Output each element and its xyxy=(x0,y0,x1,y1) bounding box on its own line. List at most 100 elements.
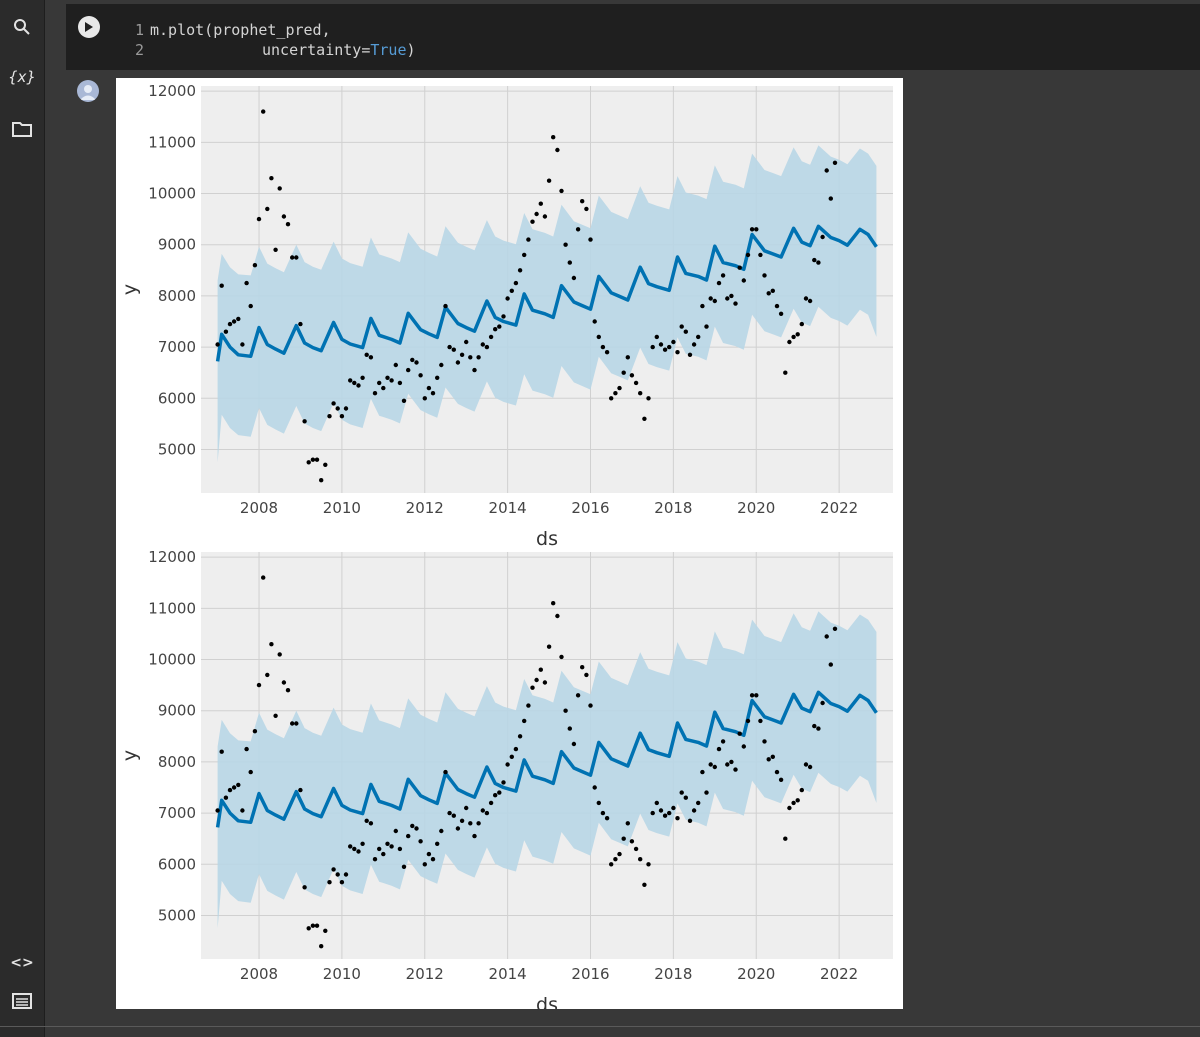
data-point xyxy=(613,391,618,396)
data-point xyxy=(720,739,726,744)
data-point xyxy=(712,298,717,304)
data-point xyxy=(530,685,535,690)
data-point xyxy=(269,176,274,181)
data-point xyxy=(231,319,237,324)
data-point xyxy=(787,339,792,345)
data-point xyxy=(778,777,784,782)
data-point xyxy=(472,833,477,839)
data-point xyxy=(687,352,693,357)
data-point xyxy=(356,383,361,388)
code-cell[interactable]: 1 m.plot(prophet_pred, 2 uncertainty=True) xyxy=(66,4,1200,70)
data-point xyxy=(720,273,726,278)
data-point xyxy=(319,478,324,483)
data-point xyxy=(393,362,398,368)
data-point xyxy=(422,862,427,867)
data-point xyxy=(783,836,788,841)
data-point xyxy=(725,762,730,767)
data-point xyxy=(372,857,378,862)
data-point xyxy=(795,332,800,337)
data-point xyxy=(223,329,229,334)
data-point xyxy=(513,280,519,286)
data-point xyxy=(824,634,829,639)
y-tick-label: 10000 xyxy=(148,651,196,669)
data-point xyxy=(513,746,519,752)
data-point xyxy=(650,344,655,350)
x-tick-label: 2020 xyxy=(737,499,775,517)
chart-1: 2008 2010 2012 2014 2016 2018 2020 2022 5000 6000… xyxy=(119,82,893,550)
x-tick-label: 2008 xyxy=(240,965,278,983)
data-point xyxy=(650,810,655,816)
x-tick-label: 2022 xyxy=(820,499,858,517)
data-point xyxy=(509,288,514,293)
data-point xyxy=(261,575,266,580)
data-point xyxy=(314,457,320,462)
data-point xyxy=(658,342,664,347)
data-point xyxy=(546,178,552,183)
data-point xyxy=(447,344,452,350)
data-point xyxy=(476,821,481,826)
x-tick-label: 2010 xyxy=(323,965,361,983)
data-point xyxy=(584,672,589,678)
run-cell-button[interactable] xyxy=(78,16,100,38)
data-point xyxy=(633,380,639,386)
data-point xyxy=(696,800,701,806)
code-snippets-icon[interactable]: <> xyxy=(10,955,34,971)
data-point xyxy=(778,311,784,316)
data-point xyxy=(538,201,543,206)
data-point xyxy=(741,278,746,283)
data-point xyxy=(244,746,249,752)
data-point xyxy=(812,723,817,729)
data-point xyxy=(517,268,523,273)
data-point xyxy=(426,385,432,391)
data-point xyxy=(559,188,564,194)
data-point xyxy=(294,721,299,726)
data-point xyxy=(426,851,432,857)
data-point xyxy=(323,928,328,933)
search-icon[interactable] xyxy=(0,12,44,42)
y-axis-label: y xyxy=(119,750,141,761)
data-point xyxy=(451,347,456,352)
code-line-2[interactable]: 2 uncertainty=True) xyxy=(128,40,416,60)
data-point xyxy=(273,713,278,718)
data-point xyxy=(302,885,307,890)
output-avatar-icon[interactable] xyxy=(77,80,99,102)
data-point xyxy=(774,303,780,309)
data-point xyxy=(389,844,394,849)
data-point xyxy=(542,214,548,219)
data-point xyxy=(555,613,560,619)
data-point xyxy=(256,682,262,688)
data-point xyxy=(675,350,680,355)
data-point xyxy=(281,214,287,219)
data-point xyxy=(455,360,461,365)
data-point xyxy=(679,324,684,329)
x-tick-label: 2016 xyxy=(571,965,609,983)
code-text: uncertainty= xyxy=(262,41,371,59)
data-point xyxy=(219,749,224,754)
data-point xyxy=(654,334,659,340)
code-line-1[interactable]: 1 m.plot(prophet_pred, xyxy=(128,20,331,40)
variables-icon[interactable]: {x} xyxy=(8,68,36,86)
y-tick-label: 6000 xyxy=(158,389,196,407)
data-point xyxy=(281,680,287,685)
data-point xyxy=(488,800,494,806)
data-point xyxy=(501,780,506,785)
data-point xyxy=(215,808,220,813)
data-point xyxy=(745,718,751,724)
data-point xyxy=(600,810,606,816)
data-point xyxy=(240,808,245,813)
data-point xyxy=(820,234,825,240)
data-point xyxy=(737,265,742,270)
data-point xyxy=(559,654,564,660)
data-point xyxy=(269,642,274,647)
data-point xyxy=(580,665,585,670)
data-point xyxy=(563,708,568,713)
folder-icon[interactable] xyxy=(0,114,44,144)
terminal-icon[interactable] xyxy=(0,986,44,1016)
data-point xyxy=(580,199,585,204)
data-point xyxy=(729,293,734,299)
y-tick-label: 12000 xyxy=(148,82,196,100)
data-point xyxy=(700,769,705,775)
data-point xyxy=(522,718,527,724)
data-point xyxy=(356,849,361,854)
y-tick-label: 7000 xyxy=(158,338,196,356)
